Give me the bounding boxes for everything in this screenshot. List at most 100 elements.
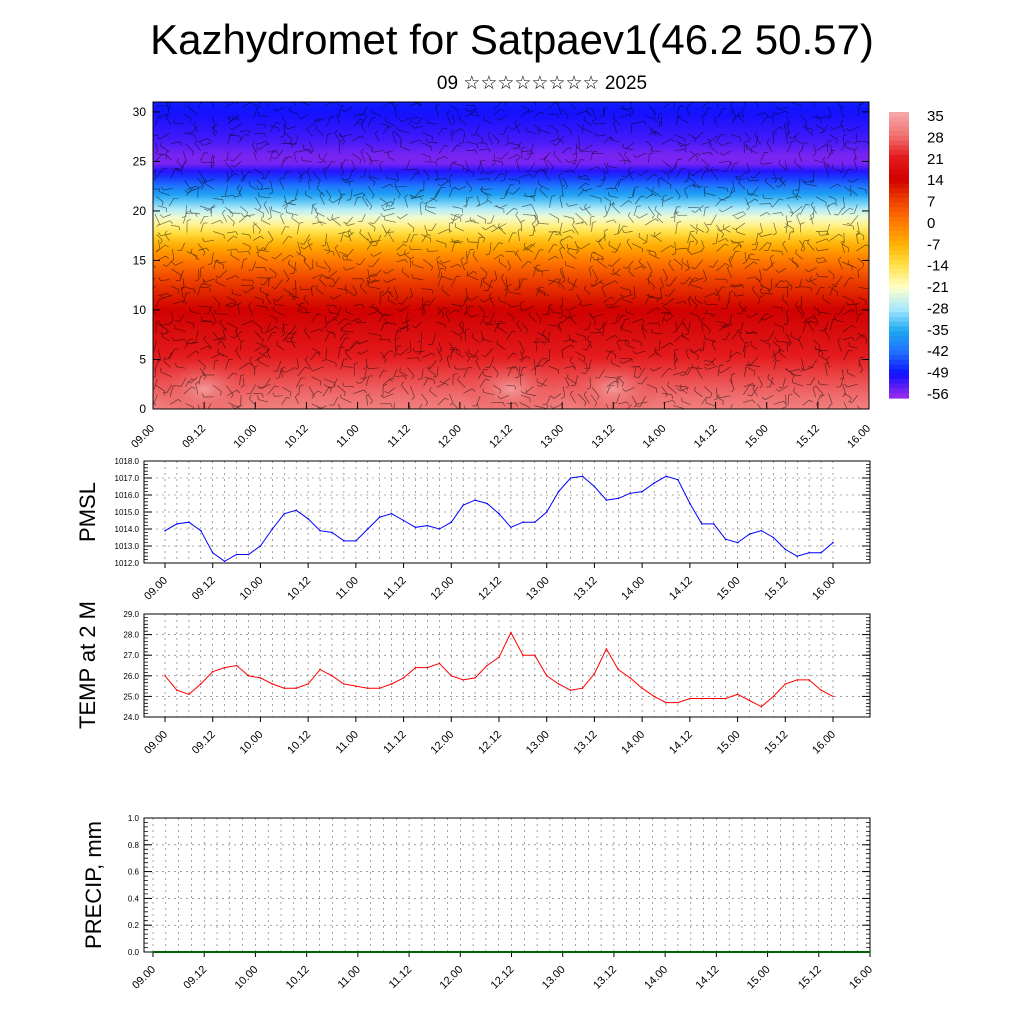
data-point bbox=[724, 697, 727, 700]
data-point bbox=[689, 697, 691, 700]
x-tick-label: 13.12 bbox=[572, 575, 600, 603]
data-point bbox=[438, 528, 441, 530]
x-tick-label: 09.00 bbox=[130, 964, 158, 992]
data-point bbox=[390, 683, 393, 685]
x-tick-label: 12.00 bbox=[437, 964, 465, 992]
colorbar-swatch bbox=[889, 345, 909, 351]
data-point bbox=[677, 701, 679, 704]
data-point bbox=[408, 951, 410, 953]
x-tick-label: 11.12 bbox=[381, 729, 408, 756]
colorbar-label: -56 bbox=[927, 386, 949, 403]
heatmap-panel: 0 5 10 15 20 25 30 09.00 09.12 10.00 10.12 11.00 11.… bbox=[129, 101, 873, 451]
x-tick-label: 11.12 bbox=[387, 964, 414, 991]
data-point bbox=[211, 670, 214, 673]
x-tick-label: 16.00 bbox=[810, 575, 838, 603]
data-point bbox=[689, 502, 691, 505]
x-tick-label: 11.12 bbox=[385, 423, 412, 450]
x-tick-label: 12.12 bbox=[489, 964, 517, 992]
data-point bbox=[638, 951, 641, 953]
data-point bbox=[343, 683, 345, 685]
x-tick-label: 10.12 bbox=[285, 729, 313, 757]
colorbar-label: -7 bbox=[927, 236, 940, 253]
x-tick-label: 16.00 bbox=[847, 964, 875, 992]
data-point bbox=[241, 951, 244, 953]
y-tick-label: 27.0 bbox=[123, 651, 139, 660]
data-point bbox=[293, 951, 295, 953]
data-point bbox=[307, 518, 309, 520]
data-point bbox=[665, 475, 667, 478]
x-tick-label: 11.12 bbox=[381, 575, 408, 602]
data-point bbox=[498, 656, 500, 659]
data-point bbox=[203, 951, 205, 953]
plot-area bbox=[144, 614, 870, 717]
colorbar-swatch bbox=[889, 250, 909, 256]
data-point bbox=[421, 951, 423, 953]
data-point bbox=[177, 951, 180, 953]
colorbar-swatch bbox=[889, 312, 909, 318]
data-point bbox=[280, 951, 282, 953]
data-point bbox=[271, 528, 274, 530]
data-point bbox=[283, 512, 286, 515]
series-points bbox=[164, 475, 834, 563]
colorbar-swatch bbox=[889, 226, 909, 232]
warm-spots bbox=[156, 359, 662, 409]
colorbar-swatch bbox=[889, 378, 909, 385]
data-point bbox=[629, 492, 631, 495]
colorbar-swatch bbox=[889, 369, 909, 375]
x-tick-label: 13.12 bbox=[591, 964, 619, 992]
data-point bbox=[784, 548, 787, 551]
x-tick-label: 14.12 bbox=[667, 729, 695, 757]
data-point bbox=[569, 689, 572, 691]
data-point bbox=[318, 951, 321, 953]
data-point bbox=[629, 677, 631, 679]
colorbar-swatch bbox=[889, 316, 909, 323]
data-point bbox=[223, 666, 226, 669]
grid-path bbox=[144, 817, 870, 953]
y-tick-label: 0.6 bbox=[128, 868, 140, 877]
data-point bbox=[414, 666, 417, 669]
data-point bbox=[152, 951, 154, 953]
colorbar-swatch bbox=[889, 150, 909, 156]
data-point bbox=[188, 693, 190, 696]
colorbar-swatch bbox=[889, 240, 909, 247]
data-point bbox=[522, 521, 524, 523]
data-point bbox=[395, 951, 398, 953]
data-point bbox=[653, 695, 655, 698]
colorbar-swatch bbox=[889, 340, 909, 347]
data-point bbox=[190, 951, 193, 953]
data-point bbox=[760, 705, 763, 708]
data-point bbox=[748, 699, 751, 702]
colorbar-swatch bbox=[889, 116, 909, 123]
data-point bbox=[497, 951, 500, 953]
y-tick-label: 1014.0 bbox=[115, 525, 140, 534]
data-point bbox=[534, 654, 536, 656]
data-point bbox=[211, 552, 214, 554]
data-point bbox=[176, 689, 178, 691]
colorbar-label: 35 bbox=[927, 108, 944, 125]
colorbar-label: 28 bbox=[927, 129, 944, 146]
data-point bbox=[259, 545, 262, 547]
y-tick-label: 25.0 bbox=[123, 692, 139, 701]
data-point bbox=[536, 951, 538, 953]
data-point bbox=[805, 951, 807, 953]
data-point bbox=[665, 701, 667, 704]
data-point bbox=[549, 951, 551, 953]
data-point bbox=[472, 951, 474, 953]
data-point bbox=[474, 499, 476, 501]
colorbar-swatch bbox=[889, 164, 909, 170]
colorbar-label: 21 bbox=[927, 151, 944, 168]
data-point bbox=[701, 523, 703, 525]
data-point bbox=[344, 951, 346, 953]
x-tick-label: 12.00 bbox=[436, 423, 464, 451]
series-points bbox=[164, 631, 834, 708]
x-tick-label: 15.12 bbox=[762, 575, 790, 603]
x-tick-label: 11.00 bbox=[336, 964, 363, 991]
data-point bbox=[247, 675, 250, 677]
x-tick-label: 12.12 bbox=[487, 423, 515, 451]
data-point bbox=[378, 687, 381, 689]
data-point bbox=[677, 951, 679, 953]
colorbar-swatch bbox=[889, 269, 909, 275]
data-point bbox=[690, 951, 692, 953]
x-tick-label: 14.00 bbox=[619, 575, 647, 603]
data-point bbox=[600, 951, 602, 953]
